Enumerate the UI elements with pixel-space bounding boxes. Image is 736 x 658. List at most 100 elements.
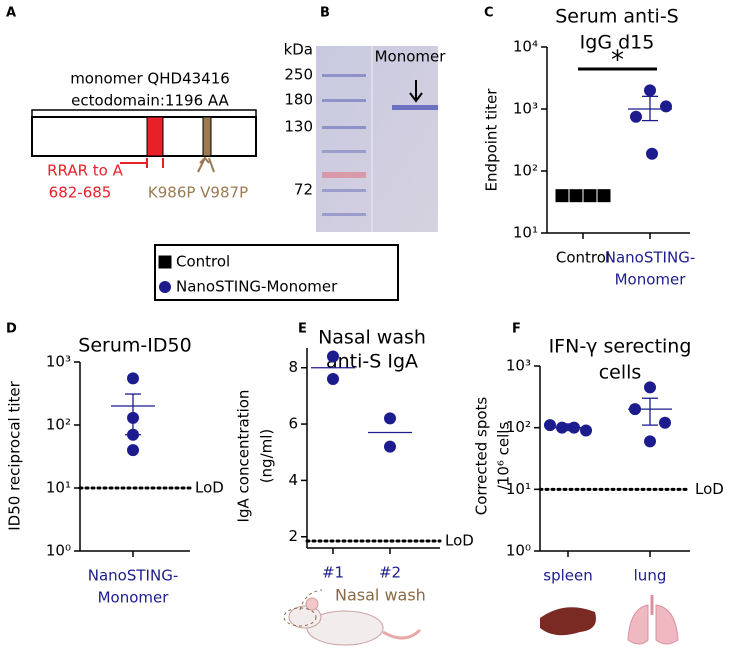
data-point	[644, 381, 656, 394]
y-tick-label: 10²	[513, 162, 538, 180]
ladder-band	[322, 74, 366, 77]
data-point	[569, 189, 583, 203]
lung-icon	[627, 595, 679, 645]
y-axis-label: IgA concentration	[235, 390, 253, 523]
ladder-band	[322, 126, 366, 129]
bracket	[31, 109, 257, 116]
data-point	[327, 350, 339, 363]
y-tick-label: 10²	[46, 416, 71, 434]
ladder-band	[322, 189, 366, 192]
data-point	[327, 372, 339, 385]
data-point	[544, 419, 556, 432]
y-tick-label: 2	[288, 527, 298, 545]
data-point	[580, 424, 592, 437]
data-point	[644, 84, 656, 97]
x-tick-label: NanoSTING-	[605, 249, 695, 267]
proline-site	[202, 116, 212, 157]
protein-band	[392, 105, 438, 110]
y-axis-label: (ng/ml)	[258, 429, 276, 484]
y-tick-label: 10⁰	[506, 542, 531, 560]
data-point	[597, 189, 611, 203]
legend-label: NanoSTING-Monomer	[176, 278, 338, 296]
lod-label: LoD	[695, 480, 724, 498]
ladder-band	[322, 213, 366, 216]
data-point	[384, 412, 396, 425]
y-tick-label: 4	[288, 471, 298, 489]
data-point	[629, 403, 641, 416]
y-axis-label: ID50 reciprocal titer	[6, 380, 24, 530]
legend-label: Control	[176, 253, 230, 271]
panel-letter: E	[298, 322, 307, 337]
legend-box	[154, 244, 399, 301]
panel-letter: A	[6, 6, 16, 21]
data-point	[568, 421, 580, 434]
data-point	[555, 189, 569, 203]
data-point	[583, 189, 597, 203]
chart-title: IFN-γ serecting	[549, 336, 692, 358]
y-tick-label: 10¹	[506, 480, 531, 498]
y-axis-label: Corrected spots	[473, 397, 491, 516]
y-tick-label: 8	[288, 358, 298, 376]
ladder-band	[322, 172, 366, 178]
panel-letter: D	[6, 322, 17, 337]
furin-pointer	[120, 158, 164, 168]
data-point	[659, 416, 671, 429]
y-tick-label: 10²	[506, 418, 531, 436]
marker-label: 180	[284, 91, 313, 109]
y-tick-label: 10³	[513, 100, 538, 118]
legend-marker	[158, 255, 172, 269]
x-axis-label: Nasal wash	[335, 586, 426, 605]
marker-label: 72	[294, 181, 313, 199]
ladder-band	[322, 150, 366, 153]
y-tick-label: 10⁴	[513, 38, 538, 56]
data-point	[384, 440, 396, 453]
panel-letter: F	[512, 322, 521, 337]
chart-title: Nasal wash	[318, 327, 426, 349]
lane-label: Monomer	[375, 48, 447, 66]
x-tick-label: spleen	[543, 567, 592, 585]
chart-title: Serum anti-S	[555, 6, 678, 28]
y-tick-label: 10³	[46, 353, 71, 371]
marker-label: 250	[284, 66, 313, 84]
data-point	[646, 147, 658, 160]
lod-label: LoD	[195, 479, 224, 497]
gel	[316, 46, 438, 232]
y-axis-label: Endpoint titer	[483, 88, 501, 192]
protein-name: monomer QHD43416	[70, 70, 230, 88]
x-tick-label: #2	[379, 564, 401, 582]
chart-title: anti-S IgA	[326, 351, 418, 373]
y-axis-label: /10⁶ cells	[495, 422, 513, 491]
y-tick-label: 10⁰	[46, 542, 71, 560]
data-point	[630, 110, 642, 123]
significance-label: *	[611, 46, 624, 76]
arrow	[409, 80, 423, 103]
x-tick-label: lung	[634, 567, 667, 585]
spleen-icon	[540, 607, 596, 636]
mouse-icon	[283, 589, 422, 646]
unit-label: kDa	[284, 41, 313, 59]
furin-label: RRAR to A	[47, 162, 124, 180]
protein-length: ectodomain:1196 AA	[71, 92, 229, 110]
proline-pointer	[197, 156, 215, 173]
y-tick-label: 10¹	[46, 479, 71, 497]
protein-bar	[31, 116, 257, 157]
legend-marker	[159, 281, 171, 293]
data-point	[644, 435, 656, 448]
y-tick-label: 10³	[506, 357, 531, 375]
chart-title: cells	[599, 362, 642, 384]
chart-title: Serum-ID50	[78, 335, 191, 357]
y-tick-label: 6	[288, 415, 298, 433]
data-point	[127, 411, 139, 424]
data-point	[660, 100, 672, 113]
marker-label: 130	[284, 118, 313, 136]
lod-label: LoD	[445, 531, 474, 549]
x-tick-label: NanoSTING-	[88, 567, 178, 585]
data-point	[556, 421, 568, 434]
x-tick-label: Control	[556, 249, 610, 267]
x-tick-label: #1	[322, 564, 344, 582]
x-tick-label: Monomer	[615, 271, 687, 289]
ladder-band	[322, 99, 366, 102]
panel-letter: B	[320, 6, 330, 21]
data-point	[127, 372, 139, 385]
y-tick-label: 10¹	[513, 224, 538, 242]
